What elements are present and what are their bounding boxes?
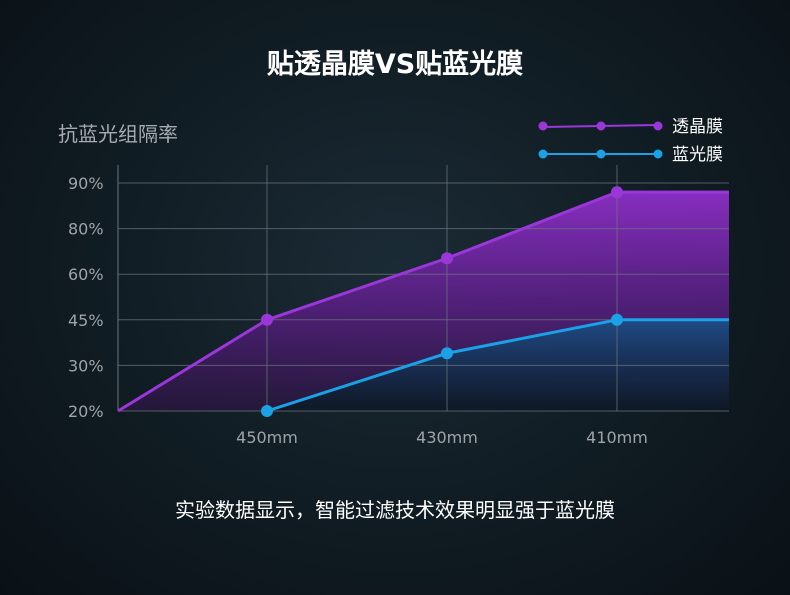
y-tick-label: 20% bbox=[68, 402, 104, 421]
x-tick-label: 450mm bbox=[236, 428, 298, 447]
y-axis-label: 抗蓝光组隔率 bbox=[58, 122, 178, 146]
y-tick-label: 60% bbox=[68, 265, 104, 284]
data-point bbox=[441, 252, 453, 265]
legend-marker bbox=[538, 149, 548, 159]
series-line-2 bbox=[266, 318, 729, 413]
legend-marker bbox=[596, 149, 606, 159]
legend-label: 透晶膜 bbox=[672, 117, 723, 137]
legend-marker bbox=[596, 121, 606, 131]
data-point bbox=[261, 405, 273, 417]
data-point bbox=[441, 347, 453, 360]
data-point bbox=[261, 313, 273, 326]
legend-marker bbox=[538, 121, 548, 131]
data-point bbox=[611, 186, 623, 199]
x-tick-label: 410mm bbox=[586, 428, 648, 447]
y-tick-label: 30% bbox=[68, 356, 104, 375]
legend-marker bbox=[653, 149, 663, 159]
chart-title: 贴透晶膜VS贴蓝光膜 bbox=[266, 49, 524, 80]
data-point bbox=[611, 313, 623, 326]
y-tick-label: 80% bbox=[68, 220, 104, 239]
legend-label: 蓝光膜 bbox=[672, 145, 723, 165]
y-tick-label: 45% bbox=[68, 311, 104, 330]
x-tick-label: 430mm bbox=[416, 428, 478, 447]
y-tick-label: 90% bbox=[68, 174, 104, 193]
chart-caption: 实验数据显示，智能过滤技术效果明显强于蓝光膜 bbox=[175, 498, 615, 522]
legend-marker bbox=[653, 121, 663, 131]
